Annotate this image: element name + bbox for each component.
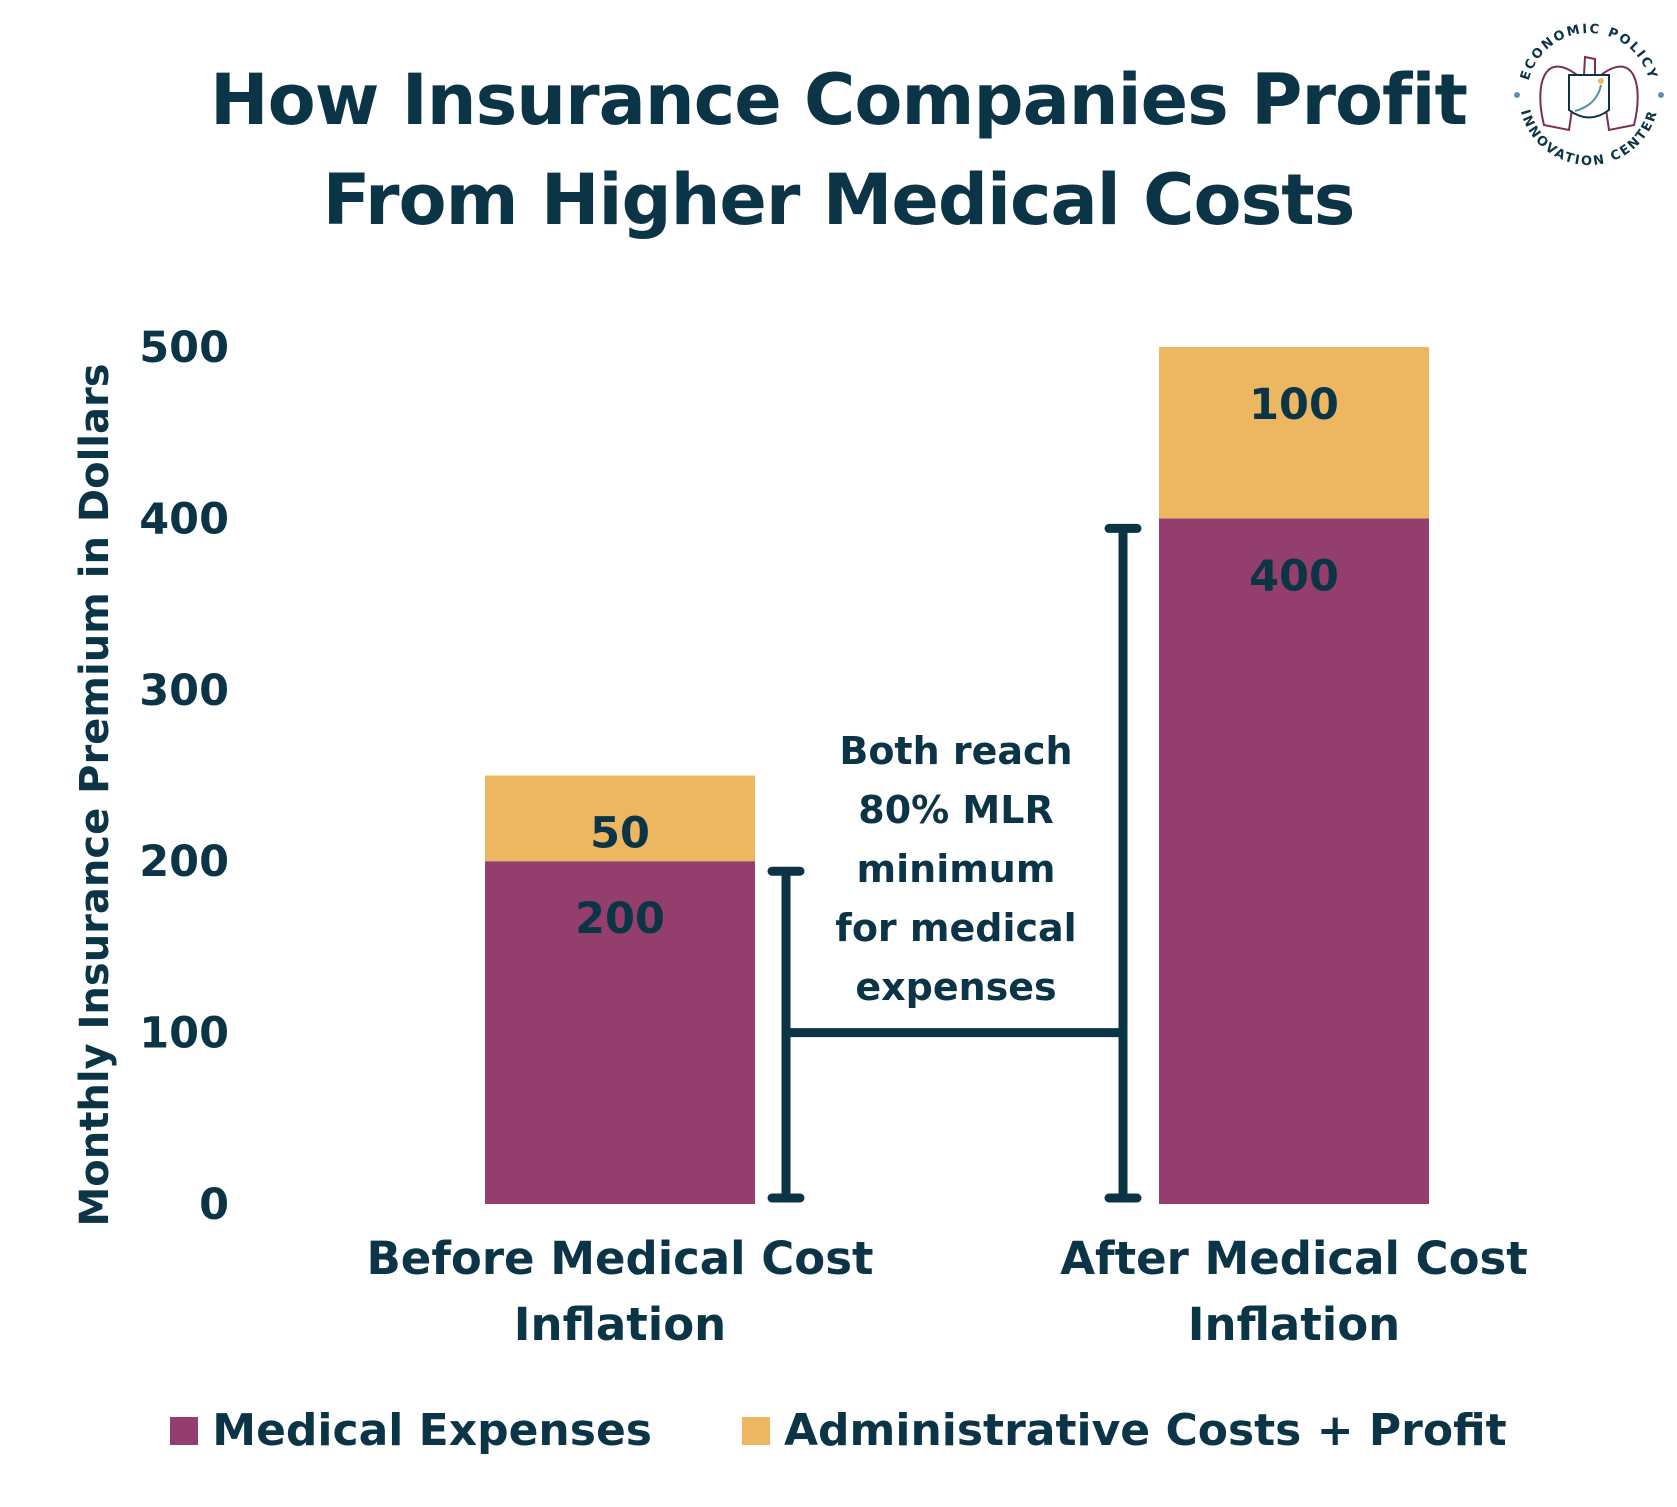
bar-admin	[485, 775, 755, 862]
eagle-head-icon	[1583, 55, 1596, 76]
legend-item-admin: Administrative Costs + Profit	[741, 1405, 1507, 1456]
eagle-wing-right-icon	[1599, 65, 1639, 132]
logo-dot	[1658, 92, 1664, 98]
x-tick-label-after: After Medical Cost Inflation	[1060, 1232, 1528, 1351]
eagle-wing-left-icon	[1539, 65, 1579, 132]
data-label: 400	[1249, 551, 1339, 601]
legend: Medical Expenses Administrative Costs + …	[0, 1405, 1677, 1456]
bar-admin	[1159, 347, 1429, 519]
data-label: 50	[590, 809, 650, 859]
legend-item-medical: Medical Expenses	[170, 1405, 652, 1456]
logo-text-top: ECONOMIC POLICY	[1518, 22, 1660, 82]
data-label: 200	[575, 894, 665, 944]
data-label: 100	[1249, 380, 1339, 430]
y-tick-label: 0	[199, 1180, 229, 1230]
mlr-annotation: Both reach 80% MLR minimum for medical e…	[835, 729, 1077, 1009]
y-tick-label: 100	[139, 1009, 229, 1059]
y-tick-label: 200	[139, 837, 229, 887]
bar-medical	[485, 861, 755, 1204]
y-tick-label: 500	[139, 323, 229, 373]
chart-title: How Insurance Companies Profit From High…	[210, 59, 1468, 241]
star-icon	[1598, 78, 1604, 84]
y-tick-label: 300	[139, 666, 229, 716]
arrow-icon	[1574, 84, 1602, 112]
legend-swatch-admin	[741, 1416, 770, 1445]
bar-medical	[1159, 518, 1429, 1204]
x-tick-label-before: Before Medical Cost Inflation	[366, 1232, 874, 1351]
y-tick-label: 400	[139, 494, 229, 544]
shield-icon	[1568, 74, 1610, 119]
legend-swatch-medical	[170, 1416, 199, 1445]
logo-dot	[1514, 92, 1520, 98]
